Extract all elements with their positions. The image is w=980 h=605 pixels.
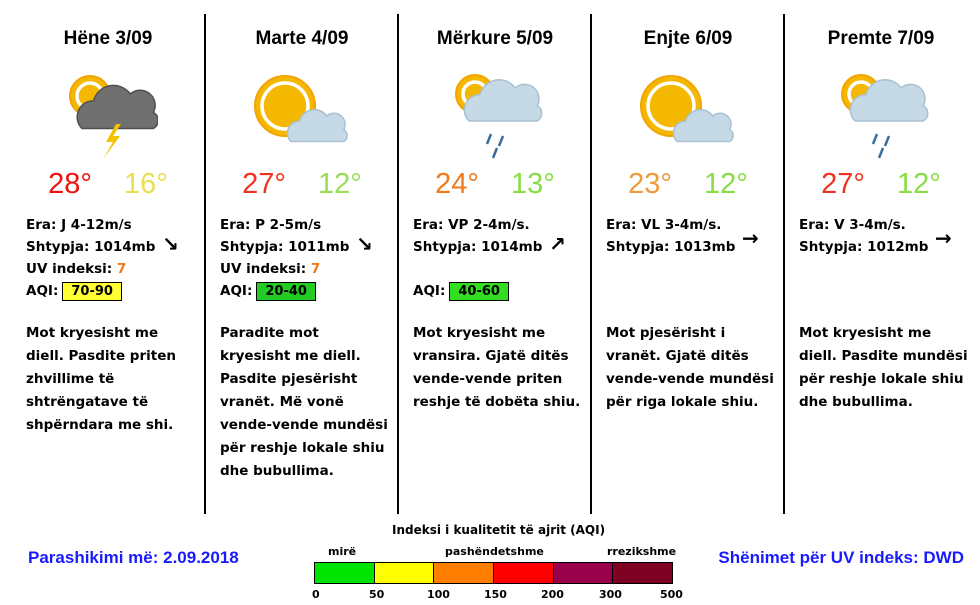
weather-details: Era: J 4-12m/s Shtypja: 1014mb UV indeks…	[26, 214, 201, 302]
aqi-info: AQI: 70-90	[26, 280, 201, 302]
low-temp: 16°	[124, 168, 168, 200]
column-separator	[397, 14, 399, 514]
day-column: Hëne 3/09 28° 16° Era: J 4-12m/s Shtypja…	[12, 14, 204, 514]
day-column: Premte 7/09 27° 12° Era: V 3-4m/s. Shtyp…	[785, 14, 977, 514]
day-title: Hëne 3/09	[63, 28, 153, 49]
aqi-scale-title: Indeksi i kualitetit të ajrit (AQI)	[392, 523, 606, 537]
low-temp: 12°	[897, 168, 941, 200]
wind-info: Era: VP 2-4m/s.	[413, 217, 530, 233]
aqi-color-scale	[314, 562, 674, 584]
high-temp: 27°	[821, 168, 865, 200]
wind-info: Era: P 2-5m/s	[220, 217, 322, 233]
temperature-range: 27° 12°	[785, 168, 977, 201]
wind-info: Era: J 4-12m/s	[26, 217, 132, 233]
high-temp: 23°	[628, 168, 672, 200]
uv-info: UV indeksi: 7	[26, 258, 201, 280]
wind-direction-arrow-icon: ↘	[162, 232, 179, 256]
day-column: Enjte 6/09 23° 12° Era: VL 3-4m/s. Shtyp…	[592, 14, 784, 514]
pressure-info: Shtypja: 1014mb	[26, 239, 156, 255]
low-temp: 12°	[318, 168, 362, 200]
uv-label: UV indeksi:	[26, 261, 113, 277]
forecast-description: Mot pjesërisht i vranët. Gjatë ditës ven…	[606, 325, 774, 410]
uv-value: 7	[310, 261, 321, 277]
uv-info	[413, 258, 588, 280]
column-separator	[783, 14, 785, 514]
aqi-label: AQI:	[413, 283, 446, 299]
pressure-info: Shtypja: 1012mb	[799, 239, 929, 255]
aqi-info: AQI: 20-40	[220, 280, 395, 302]
wind-info: Era: VL 3-4m/s.	[606, 217, 722, 233]
pressure-info: Shtypja: 1011mb	[220, 239, 350, 255]
column-separator	[204, 14, 206, 514]
aqi-scale-segment	[612, 562, 674, 584]
weather-details: Era: VP 2-4m/s. Shtypja: 1014mb AQI: 40-6…	[413, 214, 588, 302]
sun-rain-cloud-icon	[399, 64, 591, 174]
aqi-info: AQI: 40-60	[413, 280, 588, 302]
aqi-badge: 70-90	[62, 282, 122, 301]
day-title: Enjte 6/09	[643, 28, 733, 49]
wind-info: Era: V 3-4m/s.	[799, 217, 906, 233]
aqi-scale-segment	[493, 562, 554, 584]
aqi-scale-segment	[433, 562, 495, 584]
temperature-range: 23° 12°	[592, 168, 784, 201]
aqi-scale-segment	[552, 562, 614, 584]
column-separator	[590, 14, 592, 514]
wind-direction-arrow-icon: →	[935, 226, 952, 250]
high-temp: 27°	[242, 168, 286, 200]
aqi-label-good: mirë	[328, 545, 357, 558]
day-title: Marte 4/09	[255, 28, 349, 49]
forecast-description: Mot kryesisht me vransira. Gjatë ditës v…	[413, 325, 581, 410]
aqi-info	[606, 280, 781, 302]
aqi-info	[799, 280, 974, 302]
uv-info: UV indeksi: 7	[220, 258, 395, 280]
temperature-range: 27° 12°	[206, 168, 398, 201]
aqi-scale-tick: 500	[660, 588, 683, 601]
aqi-label-hazardous: rrezikshme	[607, 545, 677, 558]
aqi-scale-segment	[314, 562, 375, 584]
forecast-description: Mot kryesisht me diell. Pasdite priten z…	[26, 325, 176, 433]
sun-cloud-icon	[206, 64, 398, 174]
low-temp: 12°	[704, 168, 748, 200]
aqi-scale-segment	[373, 562, 435, 584]
weather-details: Era: P 2-5m/s Shtypja: 1011mb UV indeksi…	[220, 214, 395, 302]
uv-value: 7	[116, 261, 127, 277]
aqi-scale-tick: 200	[541, 588, 564, 601]
weather-details: Era: VL 3-4m/s. Shtypja: 1013mb	[606, 214, 781, 302]
temperature-range: 24° 13°	[399, 168, 591, 201]
aqi-badge: 20-40	[256, 282, 316, 301]
aqi-scale-tick: 0	[312, 588, 320, 601]
high-temp: 28°	[48, 168, 92, 200]
sun-rain-cloud-icon	[785, 64, 977, 174]
aqi-label-unhealthy: pashëndetshme	[445, 545, 544, 558]
day-title: Premte 7/09	[827, 28, 935, 49]
sun-cloud-icon	[592, 64, 784, 174]
uv-info	[799, 258, 974, 280]
aqi-scale-tick: 150	[484, 588, 507, 601]
day-column: Mërkure 5/09 24° 13° Era: VP 2-4m/s. Sht…	[399, 14, 591, 514]
wind-direction-arrow-icon: ↘	[356, 232, 373, 256]
day-column: Marte 4/09 27° 12° Era: P 2-5m/s Shtypja…	[206, 14, 398, 514]
low-temp: 13°	[511, 168, 555, 200]
forecast-date: Parashikimi më: 2.09.2018	[28, 548, 239, 567]
aqi-label: AQI:	[220, 283, 253, 299]
uv-info	[606, 258, 781, 280]
aqi-label: AQI:	[26, 283, 59, 299]
wind-direction-arrow-icon: ↗	[549, 232, 566, 256]
day-title: Mërkure 5/09	[436, 28, 554, 49]
aqi-scale-tick: 100	[427, 588, 450, 601]
aqi-scale-tick: 300	[599, 588, 622, 601]
wind-direction-arrow-icon: →	[742, 226, 759, 250]
weather-details: Era: V 3-4m/s. Shtypja: 1012mb	[799, 214, 974, 302]
high-temp: 24°	[435, 168, 479, 200]
forecast-description: Paradite mot kryesisht me diell. Pasdite…	[220, 325, 388, 479]
pressure-info: Shtypja: 1013mb	[606, 239, 736, 255]
uv-label: UV indeksi:	[220, 261, 307, 277]
uv-source-note: Shënimet për UV indeks: DWD	[718, 548, 964, 567]
pressure-info: Shtypja: 1014mb	[413, 239, 543, 255]
forecast-description: Mot kryesisht me diell. Pasdite mundësi …	[799, 325, 968, 410]
temperature-range: 28° 16°	[12, 168, 204, 201]
aqi-scale-tick: 50	[369, 588, 385, 601]
sun-thundercloud-icon	[12, 64, 204, 174]
aqi-badge: 40-60	[449, 282, 509, 301]
